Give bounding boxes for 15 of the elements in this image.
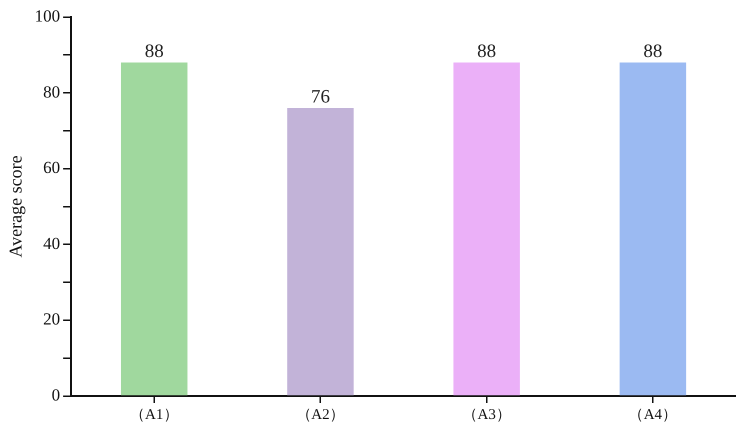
y-tick-label: 40: [43, 234, 60, 253]
x-tick-label: （A2）: [296, 406, 345, 423]
y-tick-label: 20: [43, 310, 60, 329]
data-label: 88: [643, 40, 662, 62]
y-tick-label: 80: [43, 82, 60, 102]
y-tick-label: 0: [52, 385, 60, 404]
y-tick-label: 60: [43, 158, 60, 178]
y-tick-label: 100: [34, 6, 60, 26]
x-tick-label: （A3）: [462, 406, 511, 423]
data-label: 88: [144, 40, 164, 62]
data-label: 76: [310, 86, 330, 108]
data-label: 88: [477, 40, 496, 62]
y-axis-title: Average score: [6, 155, 26, 258]
x-tick-label: （A4）: [628, 406, 678, 423]
x-tick-label: （A1）: [130, 406, 178, 423]
